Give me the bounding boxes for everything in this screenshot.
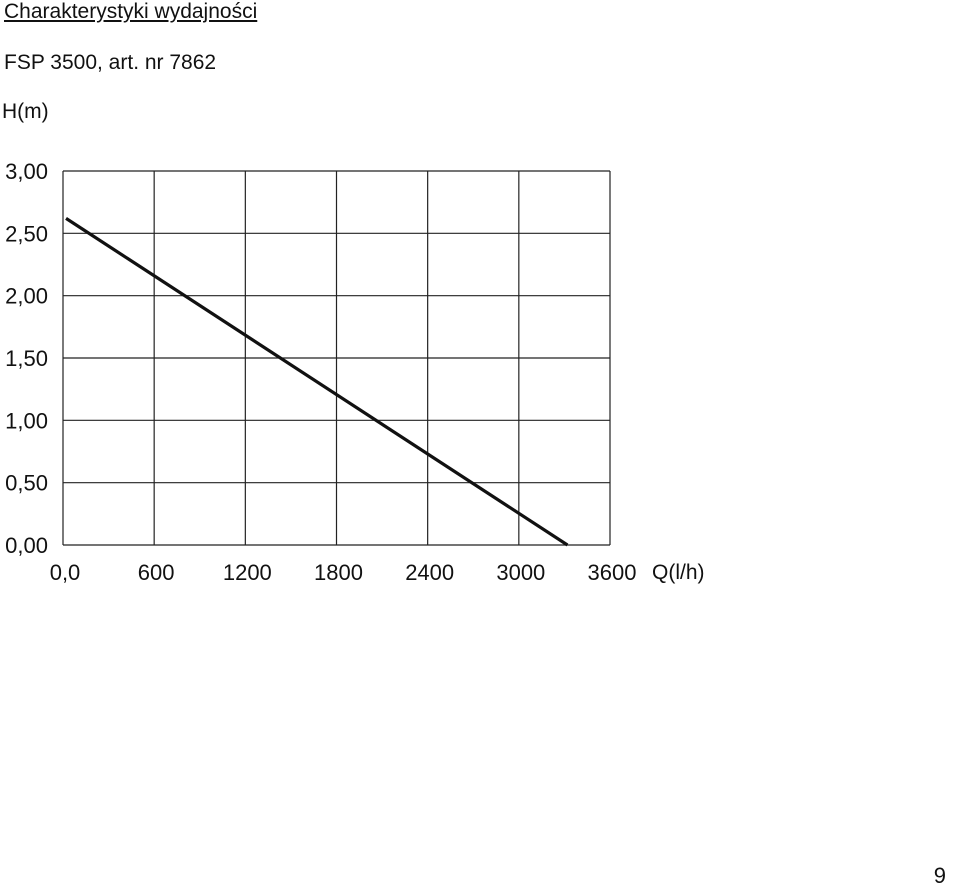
y-tick-label-1: 0,50 — [5, 471, 48, 496]
y-tick-label-3: 1,50 — [5, 346, 48, 371]
x-tick-label-6: 3600 — [588, 560, 637, 585]
x-axis-label: Q(l/h) — [652, 561, 705, 584]
y-tick-label-6: 3,00 — [5, 159, 48, 184]
x-tick-label-5: 3000 — [496, 560, 545, 585]
x-tick-label-3: 1800 — [314, 560, 363, 585]
series-lines — [65, 217, 569, 547]
x-tick-label-0: 0,0 — [50, 560, 81, 585]
x-tick-label-1: 600 — [138, 560, 175, 585]
page-number: 9 — [933, 863, 946, 888]
x-tick-label-4: 2400 — [405, 560, 454, 585]
y-tick-label-4: 2,00 — [5, 284, 48, 309]
x-tick-label-2: 1200 — [223, 560, 272, 585]
chart-heading: Charakterystyki wydajności — [4, 0, 258, 23]
y-tick-label-0: 0,00 — [5, 533, 48, 558]
y-tick-label-2: 1,00 — [5, 408, 48, 433]
series-line-0 — [65, 217, 569, 547]
model-subheading: FSP 3500, art. nr 7862 — [4, 51, 217, 74]
y-tick-label-5: 2,50 — [5, 221, 48, 246]
grid-lines — [62, 170, 611, 546]
y-axis-label: H(m) — [2, 100, 49, 123]
y-tick-labels: 0,00 0,50 1,00 1,50 2,00 2,50 3,00 — [5, 159, 48, 558]
x-tick-labels: 0,0 600 1200 1800 2400 3000 3600 — [50, 560, 637, 585]
